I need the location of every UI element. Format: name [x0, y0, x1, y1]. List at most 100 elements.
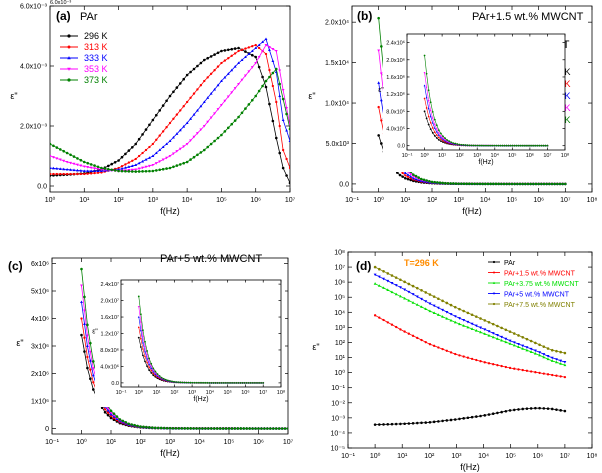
panel-c-inset-data-point — [139, 321, 142, 324]
panel-a-label: (a) — [56, 9, 71, 23]
panel-c-inset-data-point — [154, 374, 157, 377]
panel-d-data-point — [437, 420, 440, 423]
panel-b-inset-data-point — [517, 144, 520, 147]
panel-a-data-point — [220, 61, 223, 65]
panel-c-data-point — [242, 427, 246, 430]
panel-c-data-point — [92, 381, 95, 384]
panel-a-data-point — [72, 172, 76, 176]
panel-a-data-point — [213, 87, 217, 91]
panel-b-inset-data-point — [444, 138, 447, 141]
panel-a-data-point — [89, 163, 93, 166]
panel-c-data-point — [80, 333, 83, 337]
panel-a-data-point — [213, 53, 216, 56]
panel-a-data-point — [137, 154, 141, 158]
panel-d-data-point — [441, 419, 444, 423]
panel-c-inset-data-point — [166, 379, 169, 382]
panel-a-data-point — [168, 139, 172, 143]
panel-b-data-point — [441, 181, 444, 185]
panel-a-data-point — [278, 151, 282, 155]
panel-a-data-point — [199, 61, 203, 65]
panel-c-inset-data-point — [152, 372, 155, 375]
panel-c-data-point — [236, 427, 240, 430]
panel-d-data-point — [449, 303, 453, 307]
panel-b-data-point — [425, 179, 428, 182]
panel-a-data-point — [141, 170, 144, 173]
panel-d-data-point — [559, 350, 562, 354]
panel-a-data-point — [230, 54, 233, 57]
panel-a-data-point — [240, 58, 244, 62]
panel-b-inset-data-point — [544, 144, 547, 147]
panel-d-data-point — [563, 363, 567, 367]
panel-a-data-point — [230, 122, 234, 126]
panel-d-data-point — [449, 351, 453, 354]
panel-d-data-point — [403, 280, 406, 284]
panel-a-x-tick-label: 10² — [114, 197, 125, 204]
panel-c-inset-data-point — [224, 381, 227, 384]
panel-c-data-point — [100, 406, 104, 410]
panel-a-data-point — [230, 68, 234, 72]
panel-d-data-point — [491, 332, 495, 335]
panel-c-inset-data-point — [260, 381, 263, 384]
panel-b-inset-data-point — [439, 136, 442, 139]
panel-c-data-point — [251, 427, 254, 430]
panel-c-inset-series-group — [137, 295, 265, 384]
panel-a-data-point — [285, 174, 288, 177]
panel-a-data-point — [127, 149, 131, 152]
panel-d-data-point — [373, 265, 377, 269]
panel-a-data-point — [120, 155, 124, 159]
panel-a-data-point — [76, 172, 79, 176]
panel-c-data-point — [239, 427, 243, 430]
panel-a-data-point — [237, 82, 241, 86]
panel-b-inset-data-point — [515, 144, 518, 147]
panel-b-inset-data-point — [441, 137, 444, 140]
panel-a-data-point — [137, 170, 141, 173]
panel-c-data-point — [260, 427, 263, 430]
panel-b-x-tick-label: 10⁷ — [560, 197, 571, 204]
panel-b-inset-data-point — [442, 135, 444, 138]
panel-d-data-point — [546, 355, 550, 358]
panel-d-data-point — [474, 329, 478, 332]
panel-d-data-point — [428, 343, 432, 346]
panel-a-data-point — [113, 161, 117, 164]
panel-a-data-point — [62, 149, 66, 153]
panel-a-data-point — [171, 135, 175, 139]
panel-c-inset-data-point — [181, 381, 184, 384]
panel-b-data-point — [398, 173, 402, 177]
panel-a-data-point — [209, 116, 213, 120]
panel-c-data-point — [83, 350, 86, 353]
panel-d-data-point — [534, 371, 537, 374]
panel-d-data-point — [508, 409, 512, 412]
panel-d-data-point — [479, 330, 482, 334]
panel-a-data-point — [144, 165, 148, 169]
panel-d-data-point — [512, 408, 516, 412]
panel-d-data-point — [458, 322, 461, 326]
panel-a-data-point — [185, 100, 189, 104]
panel-d-data-point — [470, 313, 474, 317]
panel-d-data-point — [437, 346, 440, 349]
panel-b-data-point — [556, 182, 559, 186]
panel-d-y-tick-label: 10⁷ — [335, 265, 346, 272]
panel-a-data-point — [196, 153, 199, 157]
panel-a-data-point — [158, 148, 162, 152]
panel-a-data-point — [202, 148, 206, 152]
panel-d-data-point — [504, 328, 508, 332]
panel-a-data-point — [171, 152, 175, 156]
panel-d-data-point — [525, 337, 529, 341]
panel-b-data-point — [470, 182, 474, 186]
panel-b-inset-data-point — [470, 144, 473, 147]
panel-a-data-point — [247, 103, 251, 106]
panel-b-inset-data-point — [423, 54, 426, 57]
panel-d-data-point — [525, 348, 529, 352]
panel-a-data-point — [120, 169, 124, 173]
panel-c-data-point — [162, 426, 166, 430]
panel-b-inset-x-tick-label: 10² — [456, 153, 464, 159]
panel-c-inset-data-point — [185, 381, 188, 384]
panel-b-inset-x-tick-label: 10⁰ — [420, 152, 429, 159]
panel-a-legend-label: 296 K — [84, 31, 108, 41]
panel-d-data-point — [479, 317, 482, 320]
panel-c-inset-data-point — [249, 381, 252, 384]
panel-c-inset-data-point — [140, 337, 142, 340]
panel-a-data-point — [254, 43, 257, 47]
panel-c-data-point — [159, 426, 163, 430]
panel-b-data-point — [409, 178, 412, 182]
